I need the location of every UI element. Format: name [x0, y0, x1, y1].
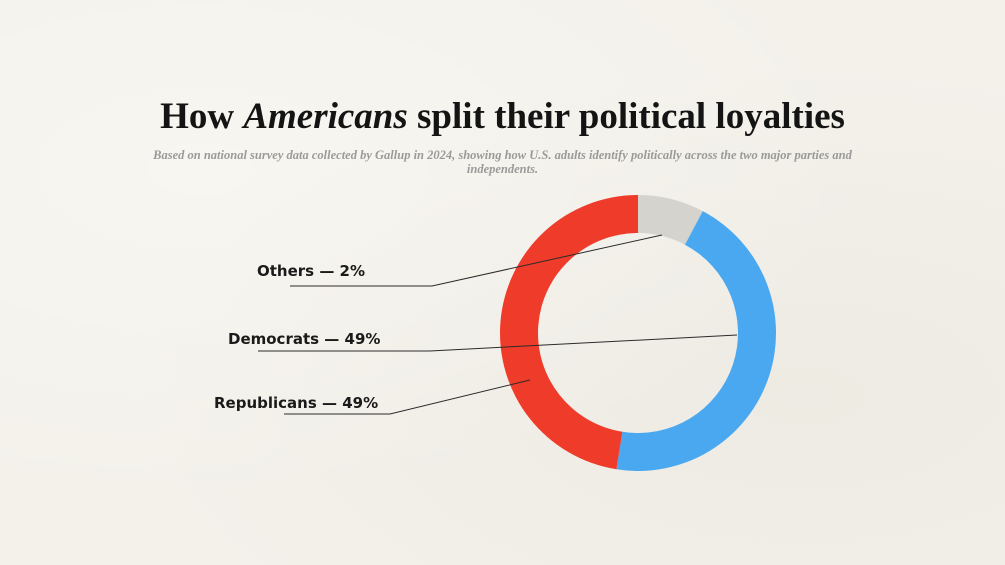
slice-label-republicans: Republicans — 49%: [214, 394, 378, 412]
title-part-1: How: [160, 96, 244, 137]
slice-others: [638, 195, 703, 245]
chart-title: How Americans split their political loya…: [0, 95, 1005, 139]
slice-democrats: [616, 211, 777, 471]
slice-label-others: Others — 2%: [257, 262, 365, 280]
leader-line-republicans: [284, 379, 531, 415]
chart-subtitle: Based on national survey data collected …: [153, 148, 852, 176]
slice-label-democrats: Democrats — 49%: [228, 330, 380, 348]
slice-republicans: [500, 195, 638, 470]
leader-line-democrats: [258, 334, 738, 352]
leader-line-others: [290, 234, 663, 287]
title-part-2: split their political loyalties: [407, 96, 845, 137]
title-emphasis: Americans: [243, 96, 408, 137]
